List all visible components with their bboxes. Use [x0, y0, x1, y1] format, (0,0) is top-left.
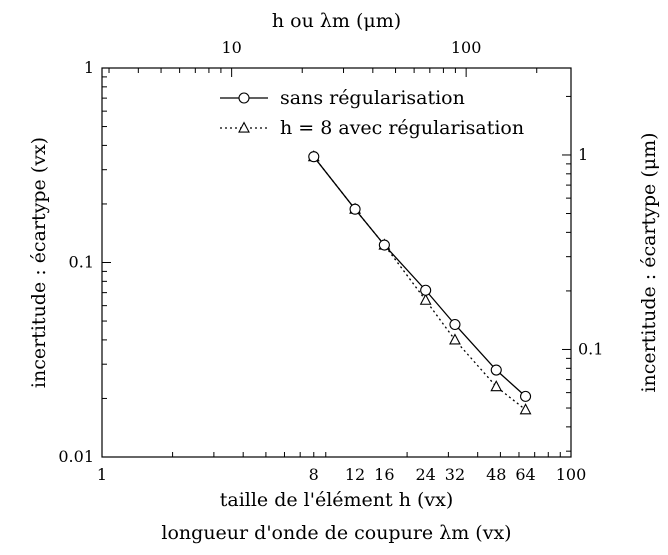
legend-label-2: h = 8 avec régularisation: [280, 117, 524, 139]
series-1-point: [308, 151, 320, 163]
x-tick-label: 16: [374, 465, 394, 484]
x-tick-label: 64: [515, 465, 535, 484]
top-tick-label: 10: [221, 38, 241, 57]
series-line-1: [313, 156, 526, 397]
x-tick-label: 48: [486, 465, 506, 484]
axis-ticks: 1 8 12 16 24 32 48 64 100 0.01 0.1 1 10 100 0.1 1: [58, 38, 603, 484]
series-1-point: [449, 318, 461, 331]
x-tick-label: 32: [445, 465, 465, 484]
x-tick-label: 12: [345, 465, 365, 484]
x-axis-label: taille de l'élément h (vx): [220, 489, 454, 511]
legend-marker-triangle: [238, 121, 250, 133]
x-tick-label: 100: [556, 465, 587, 484]
y-tick-label: 0.1: [69, 253, 94, 272]
x-tick-label: 1: [97, 465, 107, 484]
top-axis-label: h ou λm (μm): [272, 10, 401, 32]
series-1-point: [378, 239, 390, 251]
x-axis-label-secondary: longueur d'onde de coupure λm (vx): [161, 522, 511, 544]
x-tick-label: 24: [415, 465, 435, 484]
series-2-point: [519, 403, 532, 415]
y-axis-label: incertitude : écartype (vx): [28, 137, 50, 388]
series-2-point: [419, 293, 432, 305]
legend-label-1: sans régularisation: [280, 87, 465, 109]
series-1-point: [420, 284, 432, 296]
series-1-point: [490, 364, 502, 376]
axis-labels: taille de l'élément h (vx) longueur d'ond…: [28, 10, 660, 544]
y-tick-label: 0.01: [58, 447, 94, 466]
x-tick-label: 8: [309, 465, 319, 484]
legend: sans régularisation h = 8 avec régularisa…: [220, 87, 524, 139]
series-1-point: [349, 203, 361, 215]
right-tick-label: 0.1: [578, 339, 603, 358]
right-tick-label: 1: [578, 145, 588, 164]
right-axis-label: incertitude : écartype (μm): [638, 132, 660, 392]
legend-marker-circle: [238, 92, 250, 104]
top-tick-label: 100: [451, 38, 482, 57]
series-2-point: [490, 380, 503, 392]
series-1-point: [519, 390, 532, 402]
series-2-point: [449, 333, 461, 345]
y-tick-label: 1: [84, 58, 94, 77]
series-layer: [307, 150, 532, 415]
